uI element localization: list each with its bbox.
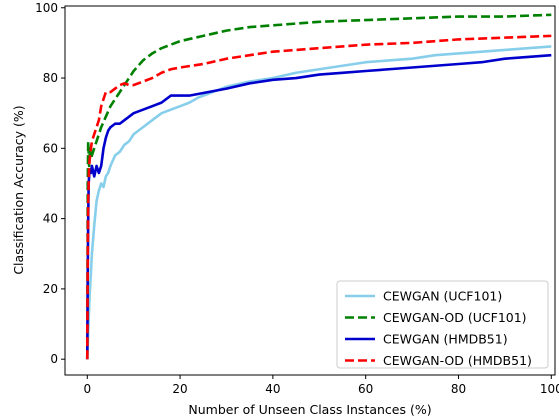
y-axis-label: Classification Accuracy (%) xyxy=(11,105,26,274)
legend-label-2: CEWGAN (HMDB51) xyxy=(383,332,508,347)
legend-label-3: CEWGAN-OD (HMDB51) xyxy=(383,353,532,368)
y-tick-label: 100 xyxy=(35,1,58,15)
series-line-2 xyxy=(85,53,552,360)
x-tick-label: 20 xyxy=(172,382,187,396)
series-layer xyxy=(85,13,552,360)
series-line-3 xyxy=(85,34,552,360)
axis-ticks: 0 20 40 60 80 100 0 20 40 60 80 100 xyxy=(35,1,559,396)
series-line-0 xyxy=(85,45,552,360)
x-tick-label: 0 xyxy=(83,382,91,396)
y-tick-label: 20 xyxy=(43,282,58,296)
x-tick-label: 40 xyxy=(265,382,280,396)
y-tick-label: 60 xyxy=(43,141,58,155)
x-tick-label: 100 xyxy=(540,382,559,396)
series-line-1 xyxy=(85,13,552,360)
x-tick-label: 80 xyxy=(451,382,466,396)
legend-box xyxy=(336,280,549,369)
legend: CEWGAN (UCF101) CEWGAN-OD (UCF101) CEWGAN … xyxy=(336,280,549,369)
x-axis-label: Number of Unseen Class Instances (%) xyxy=(188,402,431,417)
y-tick-label: 0 xyxy=(50,352,58,366)
legend-label-1: CEWGAN-OD (UCF101) xyxy=(383,310,527,325)
legend-label-0: CEWGAN (UCF101) xyxy=(383,289,502,304)
y-tick-label: 40 xyxy=(43,212,58,226)
x-tick-label: 60 xyxy=(358,382,373,396)
y-tick-label: 80 xyxy=(43,71,58,85)
